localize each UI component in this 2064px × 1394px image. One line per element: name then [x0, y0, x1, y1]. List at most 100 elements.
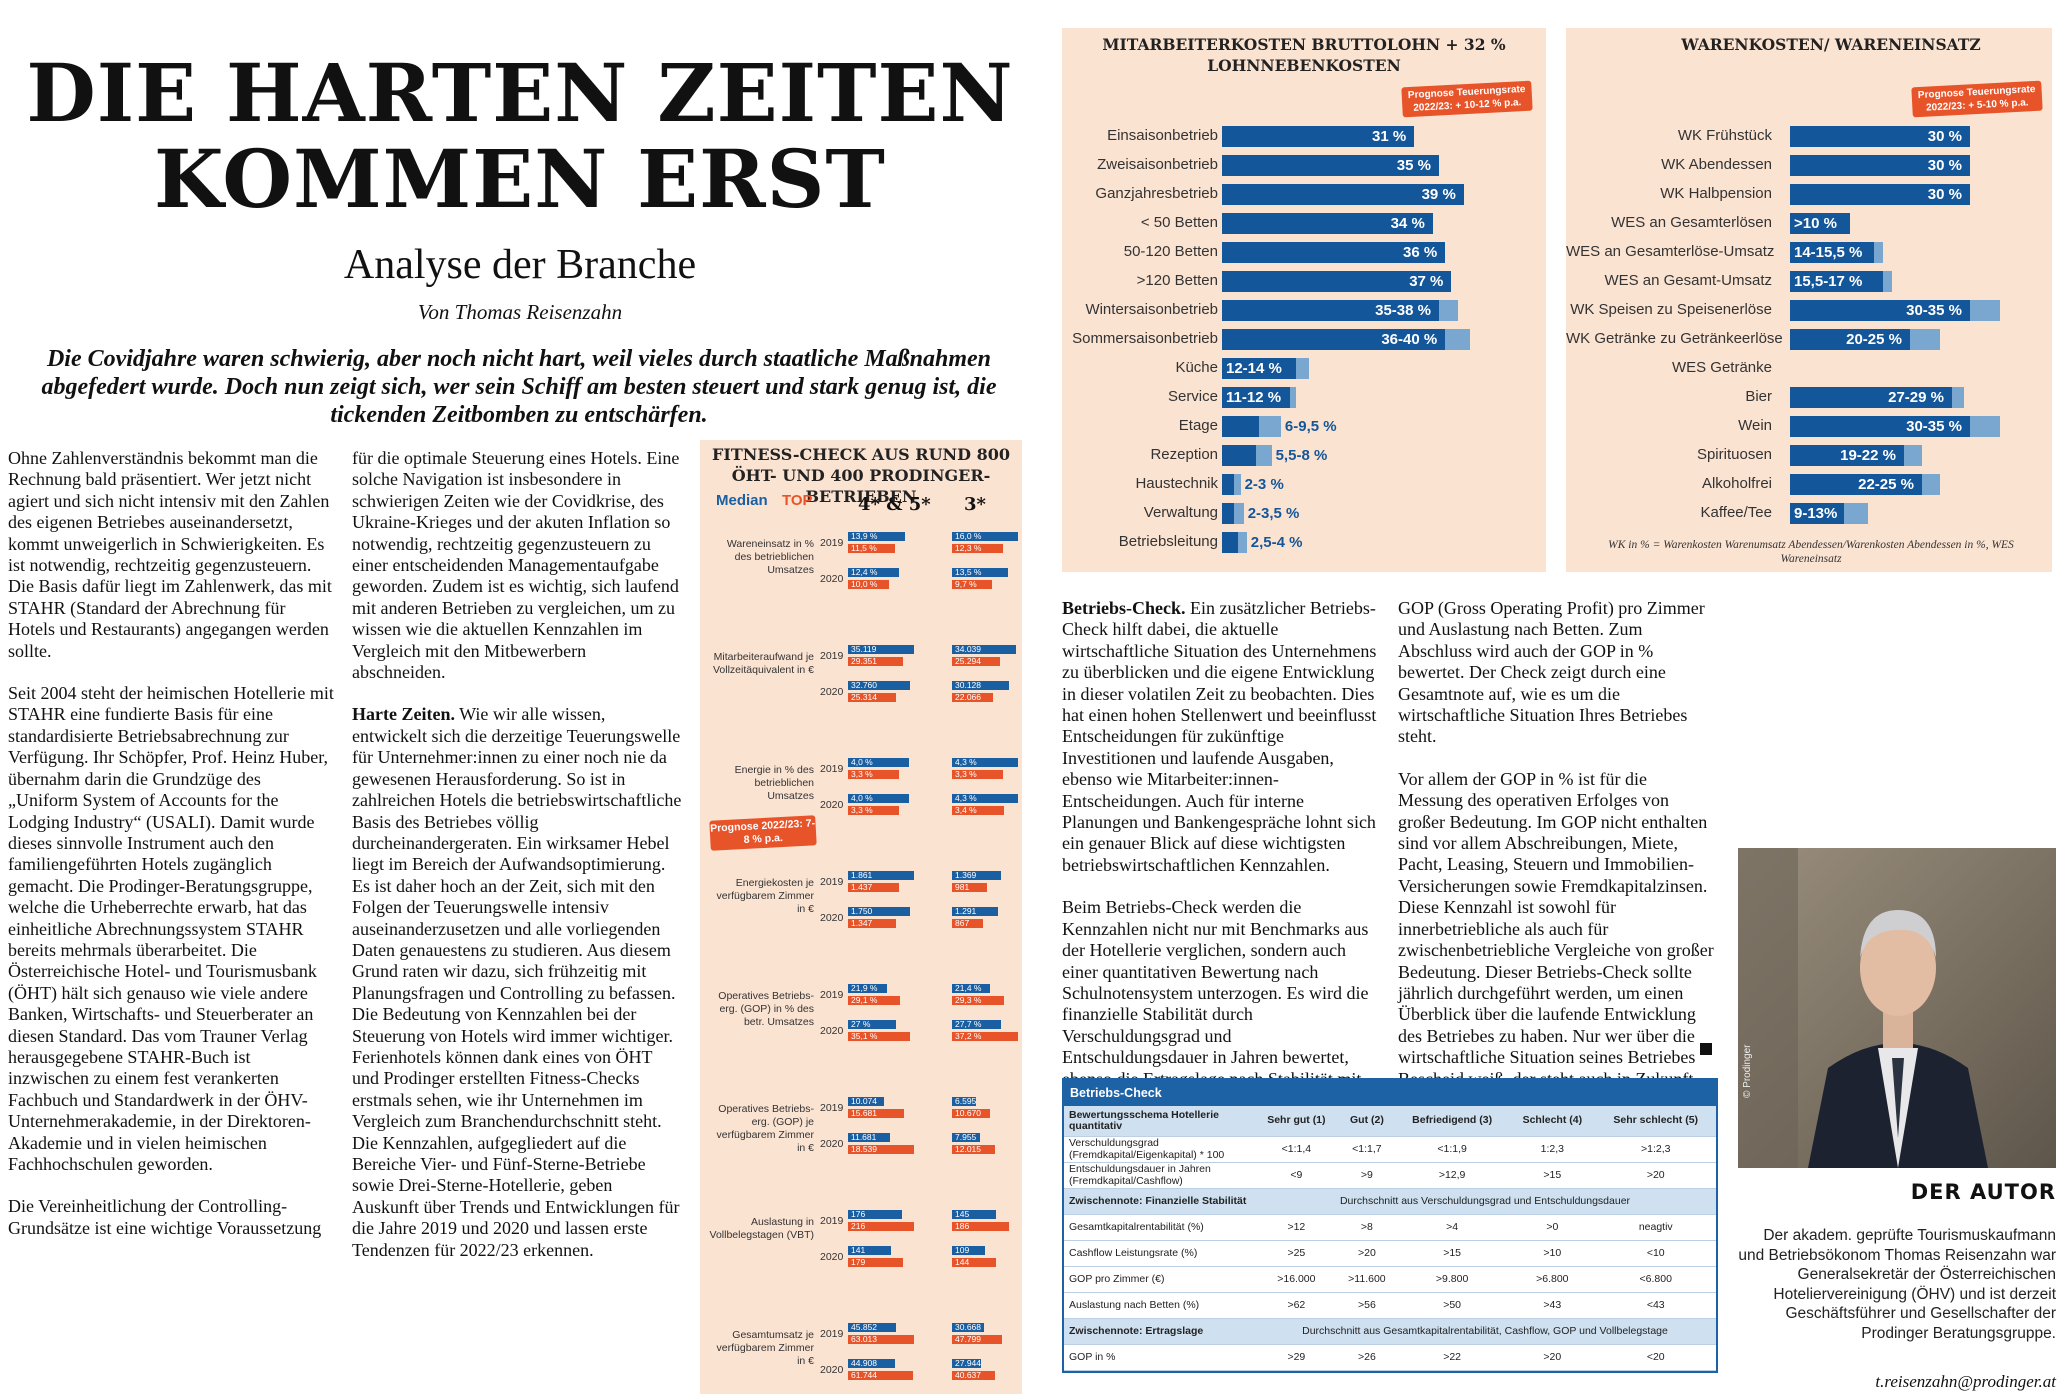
- bar-value: [1222, 358, 1297, 379]
- category-label: Bier: [1745, 388, 1772, 405]
- bar-value: [1222, 271, 1452, 292]
- photo-credit: © Prodinger: [1742, 1044, 1753, 1098]
- category-label: >120 Betten: [1136, 272, 1218, 289]
- table-cell: Auslastung nach Betten (%): [1064, 1292, 1254, 1319]
- category-label: Zweisaisonbetrieb: [1097, 156, 1218, 173]
- median-bar: 27 %: [848, 1020, 896, 1029]
- median-bar: 4,0 %: [848, 758, 910, 767]
- year-label: 2019: [820, 537, 844, 549]
- table-cell: Sehr gut (1): [1254, 1106, 1339, 1137]
- category-label: Rezeption: [1150, 446, 1218, 463]
- top-bar: 63.013: [848, 1335, 914, 1344]
- column-4-5-star: 4* & 5*: [858, 494, 931, 515]
- bar-value: [1222, 445, 1257, 466]
- table-cell: >12: [1254, 1214, 1339, 1241]
- table-cell: >6.800: [1509, 1266, 1596, 1293]
- metric-label: Mitarbeiteraufwand je Vollzeitäquivalent…: [713, 651, 814, 676]
- paragraph: Seit 2004 steht der heimischen Hotelleri…: [8, 683, 334, 1174]
- median-bar: 13,9 %: [848, 532, 906, 541]
- bar-value: [1222, 387, 1291, 408]
- article-column-1: Ohne Zahlenverständnis bekommt man die R…: [8, 448, 334, 1260]
- chart-footnote: WK in % = Warenkosten Warenumsatz Abende…: [1608, 539, 2014, 565]
- table-cell: >15: [1395, 1240, 1510, 1267]
- chart-panel-warenkosten: WARENKOSTEN/ WARENEINSATZ Prognose Teuer…: [1566, 28, 2052, 572]
- author-bio: Der akadem. geprüfte Tourismuskaufmann u…: [1738, 1227, 2056, 1342]
- top-bar: 3,3 %: [848, 806, 899, 815]
- table-title: Betriebs-Check: [1064, 1080, 1716, 1106]
- forecast-badge: Prognose Teuerungsrate 2022/23: + 10-12 …: [1401, 80, 1533, 118]
- median-bar: 176: [848, 1210, 902, 1219]
- bar-value-label: 14-15,5 %: [1794, 244, 1863, 261]
- author-photo: © Prodinger: [1738, 848, 2056, 1168]
- year-label: 2019: [820, 1328, 844, 1340]
- paragraph: Harte Zeiten. Wie wir alle wissen, entwi…: [352, 704, 682, 1260]
- top-bar: 25.294: [952, 657, 1000, 666]
- bar-value: [1222, 300, 1439, 321]
- table-cell: neagtiv: [1595, 1214, 1716, 1241]
- paragraph: für die optimale Steuerung eines Hotels.…: [352, 448, 680, 683]
- category-label: Spirituosen: [1696, 446, 1772, 463]
- table-cell: Zwischennote: Ertragslage: [1064, 1318, 1254, 1345]
- top-bar: 11,5 %: [848, 544, 896, 553]
- median-bar: 27,7 %: [952, 1020, 1002, 1029]
- table-cell: Verschuldungsgrad (Fremdkapital/Eigenkap…: [1064, 1136, 1254, 1163]
- table-cell: >26: [1338, 1344, 1396, 1371]
- table-row: GOP in % >29 >26 >22 >20 <20: [1064, 1344, 1716, 1371]
- top-bar: 29,3 %: [952, 996, 1004, 1005]
- median-bar: 21,4 %: [952, 984, 990, 993]
- bar-value: [1790, 184, 1970, 205]
- category-label: Etage: [1178, 417, 1218, 434]
- category-label: < 50 Betten: [1140, 214, 1218, 231]
- bar-value: [1222, 474, 1235, 495]
- year-label: 2020: [820, 799, 844, 811]
- top-bar: 25.314: [848, 693, 896, 702]
- year-label: 2020: [820, 1364, 844, 1376]
- metric-label: Operatives Betriebs-erg. (GOP) in % des …: [718, 990, 814, 1028]
- author-heading: DER AUTOR: [1910, 1180, 2056, 1204]
- top-bar: 12,3 %: [952, 544, 1003, 553]
- year-label: 2020: [820, 686, 844, 698]
- category-label: Alkoholfrei: [1701, 475, 1772, 492]
- paragraph: Vor allem der GOP in % ist für die Messu…: [1398, 768, 1714, 1110]
- median-bar: 1.291: [952, 907, 998, 916]
- table-cell: >20: [1338, 1240, 1396, 1267]
- top-bar: 3,3 %: [952, 770, 1003, 779]
- chart-title: WARENKOSTEN/ WARENEINSATZ: [1681, 35, 1981, 54]
- top-bar: 10.670: [952, 1109, 990, 1118]
- bar-value-label: >10 %: [1794, 215, 1837, 232]
- column-3-star: 3*: [964, 494, 986, 515]
- table-cell: Schlecht (4): [1509, 1106, 1596, 1137]
- table-cell: >29: [1254, 1344, 1339, 1371]
- table-cell: <1:1,4: [1254, 1136, 1339, 1163]
- bar-value-label: 30 %: [1927, 157, 1962, 174]
- bar-value-label: 2-3,5 %: [1247, 505, 1300, 522]
- category-label: Verwaltung: [1143, 504, 1218, 521]
- top-bar: 10,0 %: [848, 580, 890, 589]
- category-label: Sommersaisonbetrieb: [1072, 330, 1218, 347]
- table-cell: >50: [1395, 1292, 1510, 1319]
- bar-value: [1222, 213, 1433, 234]
- metric-label: Operatives Betriebs-erg. (GOP) je verfüg…: [716, 1103, 814, 1154]
- bar-value: [1790, 242, 1874, 263]
- table-cell: <6.800: [1595, 1266, 1716, 1293]
- table-subtotal-row: Zwischennote: Finanzielle Stabilität Durc…: [1064, 1188, 1716, 1215]
- table-cell: >10: [1509, 1240, 1596, 1267]
- table-cell: Durchschnitt aus Verschuldungsgrad und E…: [1254, 1188, 1716, 1215]
- top-bar: 47.799: [952, 1335, 1003, 1344]
- category-label: Küche: [1175, 359, 1218, 376]
- bar-value-label: 27-29 %: [1888, 389, 1944, 406]
- bar-value: [1222, 503, 1235, 524]
- table: Bewertungsschema Hotellerie quantitativ S…: [1064, 1106, 1716, 1371]
- top-bar: 1.437: [848, 883, 899, 892]
- table-subtotal-row: Zwischennote: Ertragslage Durchschnitt au…: [1064, 1318, 1716, 1345]
- metric-label: Gesamtumsatz je verfügbarem Zimmer in €: [716, 1329, 814, 1367]
- table-cell: Gesamtkapitalrentabilität (%): [1064, 1214, 1254, 1241]
- bar-value: [1222, 329, 1446, 350]
- author-email[interactable]: t.reisenzahn@prodinger.at: [1875, 1372, 2056, 1391]
- table-cell: >8: [1338, 1214, 1396, 1241]
- paragraph: Betriebs-Check. Ein zusätzlicher Betrieb…: [1062, 598, 1377, 875]
- median-bar: 1.369: [952, 871, 1001, 880]
- bar-value: [1790, 300, 1970, 321]
- median-bar: 21,9 %: [848, 984, 887, 993]
- bar-value-label: 37 %: [1409, 273, 1444, 290]
